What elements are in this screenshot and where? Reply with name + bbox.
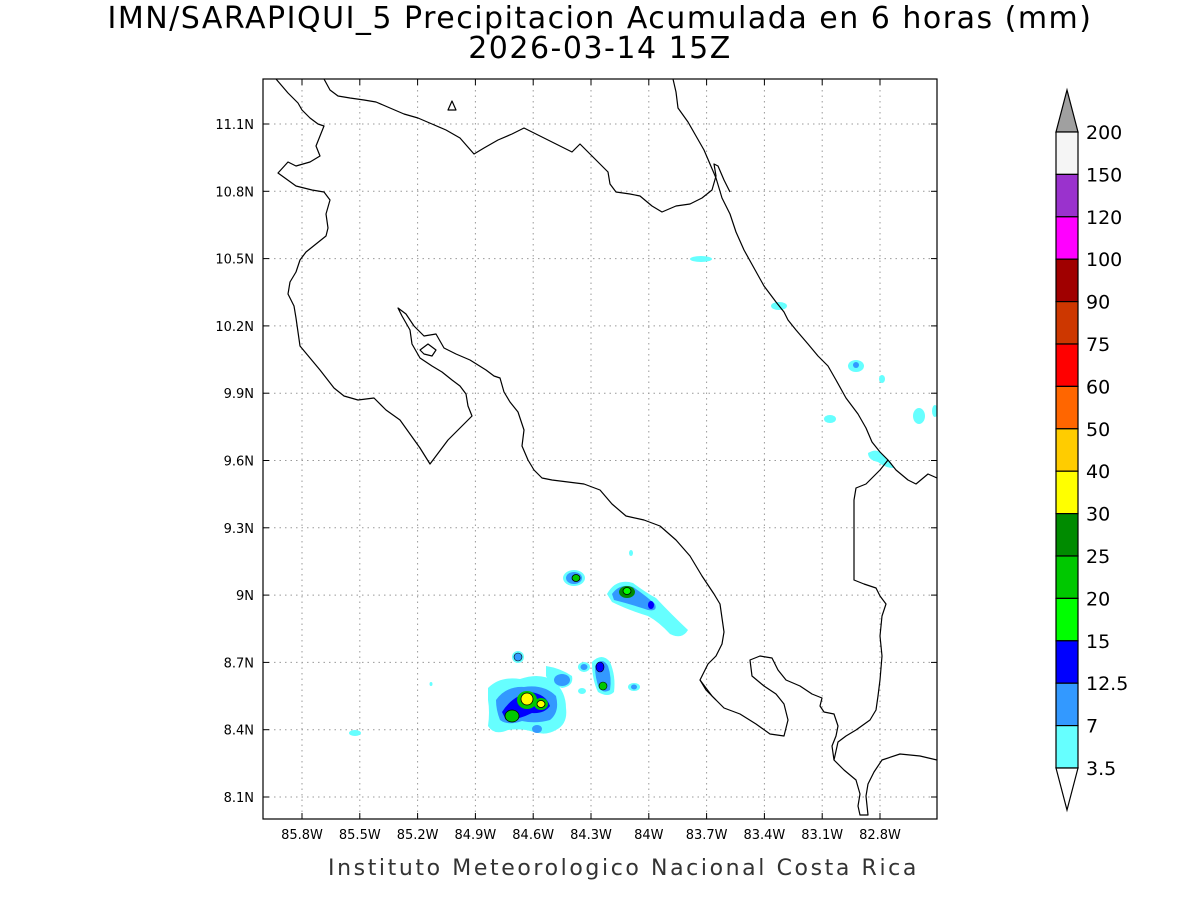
x-tick-label: 84W [634, 828, 664, 843]
precip-cell [913, 408, 925, 424]
x-tick-label: 83.7W [686, 828, 728, 843]
precipitation-field [349, 256, 937, 736]
precip-cell [824, 415, 836, 423]
precip-cell [690, 256, 712, 262]
precip-cell [429, 682, 433, 686]
colorbar-label: 120 [1086, 207, 1122, 229]
y-tick-label: 10.5N [215, 253, 254, 268]
axes: 85.8W 85.5W 85.2W 84.9W 84.6W 84.3W 84W 83.7W 83… [215, 79, 937, 843]
precip-cell [513, 652, 523, 662]
precip-cell [571, 574, 581, 582]
colorbar-label: 200 [1086, 122, 1122, 144]
colorbar-label: 40 [1086, 461, 1110, 483]
y-tick-label: 10.8N [215, 185, 254, 200]
x-tick-label: 84.9W [454, 828, 496, 843]
y-tick-label: 9N [236, 589, 254, 604]
colorbar-label: 90 [1086, 292, 1110, 314]
x-tick-label: 84.3W [570, 828, 612, 843]
y-tick-label: 8.1N [224, 791, 254, 806]
colorbar-swatch [1055, 470, 1079, 515]
colorbar-swatch [1055, 428, 1079, 472]
x-tick-label: 84.6W [512, 828, 554, 843]
y-tick-label: 11.1N [215, 118, 254, 133]
colorbar-swatch [1055, 258, 1079, 303]
colorbar-swatch [1055, 301, 1079, 345]
y-tick-label: 9.3N [224, 522, 254, 537]
colorbar-label: 7 [1086, 716, 1098, 738]
precip-cell [598, 681, 608, 691]
colorbar-label: 25 [1086, 546, 1110, 568]
precip-cell [932, 405, 937, 417]
precip-cell [554, 674, 570, 686]
title-line-1: IMN/SARAPIQUI_5 Precipitacion Acumulada … [107, 1, 1093, 36]
y-tick-label: 9.6N [224, 455, 254, 470]
credit-text: Instituto Meteorologico Nacional Costa R… [328, 856, 919, 881]
precip-cell [631, 684, 637, 690]
colorbar-swatch [1055, 173, 1079, 218]
precip-cell [580, 664, 588, 670]
precip-cell [595, 661, 605, 673]
colorbar-label: 75 [1086, 334, 1110, 356]
colorbar-swatch [1055, 640, 1079, 684]
colorbar-label: 50 [1086, 419, 1110, 441]
colorbar-over-triangle [1055, 87, 1079, 133]
precip-cell [520, 692, 534, 706]
precip-cell [622, 587, 632, 595]
precip-cell [868, 450, 894, 468]
colorbar-swatch [1055, 724, 1079, 769]
y-tick-label: 9.9N [224, 387, 254, 402]
precip-cell [648, 601, 654, 609]
y-tick-label: 10.2N [215, 320, 254, 335]
precip-cell [504, 709, 520, 723]
x-tick-label: 82.8W [859, 828, 901, 843]
x-tick-label: 85.5W [339, 828, 381, 843]
colorbar-swatch [1055, 131, 1079, 176]
colorbar-swatch [1055, 682, 1079, 727]
x-tick-label: 85.8W [281, 828, 323, 843]
colorbar-label: 100 [1086, 249, 1122, 271]
precip-cell [853, 362, 859, 368]
precip-cell [629, 550, 633, 556]
colorbar-label: 20 [1086, 588, 1110, 610]
plot-frame [262, 78, 938, 820]
y-tick-label: 8.4N [224, 724, 254, 739]
colorbar-label: 60 [1086, 376, 1110, 398]
precip-cell [532, 725, 542, 733]
colorbar-label: 3.5 [1086, 758, 1116, 780]
colorbar-swatch [1055, 385, 1079, 430]
precip-cell [578, 688, 586, 694]
plot-area [263, 79, 937, 819]
colorbar-swatch [1055, 597, 1079, 642]
colorbar-swatch [1055, 512, 1079, 557]
title-line-2: 2026-03-14 15Z [468, 31, 732, 66]
colorbar-swatch [1055, 216, 1079, 260]
y-tick-label: 8.7N [224, 656, 254, 671]
colorbar-label: 12.5 [1086, 673, 1128, 695]
map-title: IMN/SARAPIQUI_5 Precipitacion Acumulada … [0, 4, 1200, 64]
colorbar-swatch [1055, 343, 1079, 388]
colorbar-label: 150 [1086, 164, 1122, 186]
precip-cell [879, 375, 885, 383]
precip-cell [349, 730, 361, 736]
x-tick-label: 83.4W [743, 828, 785, 843]
precip-cell [536, 700, 546, 708]
x-tick-label: 85.2W [397, 828, 439, 843]
coastline [275, 79, 937, 816]
colorbar-label: 15 [1086, 631, 1110, 653]
x-tick-label: 83.1W [801, 828, 843, 843]
colorbar-under-triangle [1055, 767, 1079, 813]
colorbar-label: 30 [1086, 504, 1110, 526]
colorbar: 200 150 120 100 90 75 60 50 40 30 25 20 15 12.5 7 3.5 [1055, 87, 1128, 813]
colorbar-swatch [1055, 555, 1079, 600]
